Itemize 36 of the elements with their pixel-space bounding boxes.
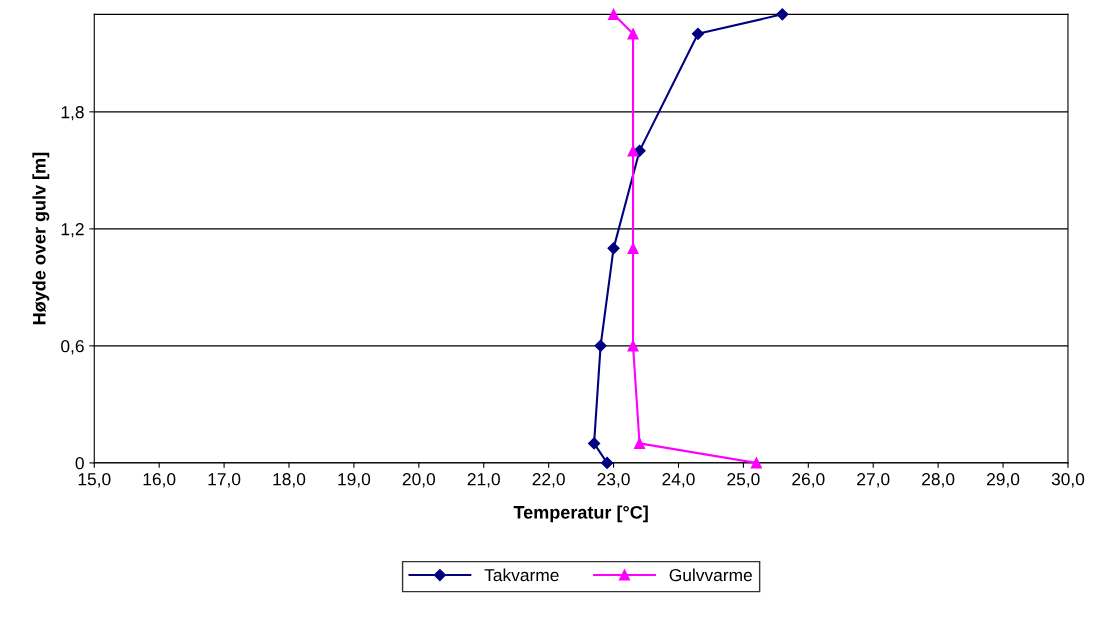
point (691, 27, 705, 40)
point (750, 457, 762, 469)
legend-label: Takvarme (484, 568, 559, 582)
x-tick-label: 17,0 (208, 473, 241, 488)
point (594, 339, 607, 352)
y-tick-label: 0,6 (61, 340, 84, 355)
x-tick-label: 25,0 (727, 473, 760, 488)
x-axis-title: Temperatur [°C] (513, 505, 648, 523)
x-tick-label: 20,0 (402, 473, 436, 488)
x-tick-label: 19,0 (338, 473, 371, 488)
x-tick-label: 27,0 (857, 473, 890, 488)
x-tick-label: 22,0 (532, 473, 565, 488)
x-tick-label: 15,0 (78, 473, 111, 488)
x-tick-label: 16,0 (143, 473, 176, 488)
legend-label: Gulvvarme (669, 568, 752, 582)
x-tick-label: 26,0 (792, 473, 825, 488)
y-tick-label: 1,2 (61, 223, 84, 238)
point (588, 437, 601, 450)
y-axis-title: Høyde over gulv [m] (32, 152, 50, 325)
x-tick-label: 28,0 (922, 473, 955, 488)
point (627, 340, 639, 352)
x-tick-label: 30,0 (1051, 473, 1085, 488)
x-tick-label: 23,0 (597, 473, 630, 488)
y-tick-label: 1,8 (61, 106, 84, 121)
x-tick-label: 24,0 (662, 473, 695, 488)
point (607, 242, 620, 255)
point (627, 28, 639, 40)
point (608, 8, 620, 20)
point (627, 145, 639, 157)
point (776, 8, 789, 21)
x-tick-label: 18,0 (273, 473, 306, 488)
x-tick-label: 29,0 (987, 473, 1020, 488)
point (600, 456, 614, 469)
x-tick-label: 21,0 (467, 473, 500, 488)
y-tick-label: 0 (75, 457, 84, 470)
point (633, 437, 646, 449)
